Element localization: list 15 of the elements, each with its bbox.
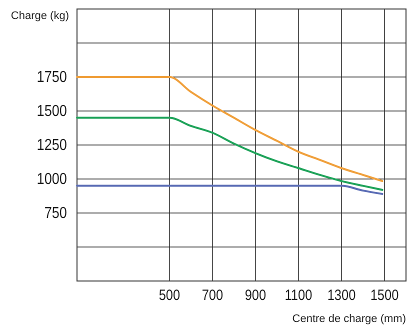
y-tick-label: 1250 — [36, 137, 67, 154]
x-tick-label: 700 — [202, 286, 224, 304]
x-tick-label: 1300 — [327, 286, 356, 304]
x-tick-label: 500 — [158, 286, 180, 304]
line-series — [76, 76, 384, 182]
line-series — [76, 116, 384, 191]
y-tick-label: 1000 — [36, 171, 67, 188]
x-tick-label: 1100 — [284, 286, 312, 304]
x-axis-title: Centre de charge (mm) — [292, 313, 406, 325]
x-tick-label: 900 — [244, 286, 266, 304]
y-tick-label: 750 — [44, 205, 67, 222]
x-tick-label: 1500 — [370, 286, 399, 304]
y-axis-title: Charge (kg) — [10, 10, 69, 22]
y-tick-label: 1500 — [36, 103, 67, 120]
y-tick-label: 1750 — [36, 69, 67, 86]
